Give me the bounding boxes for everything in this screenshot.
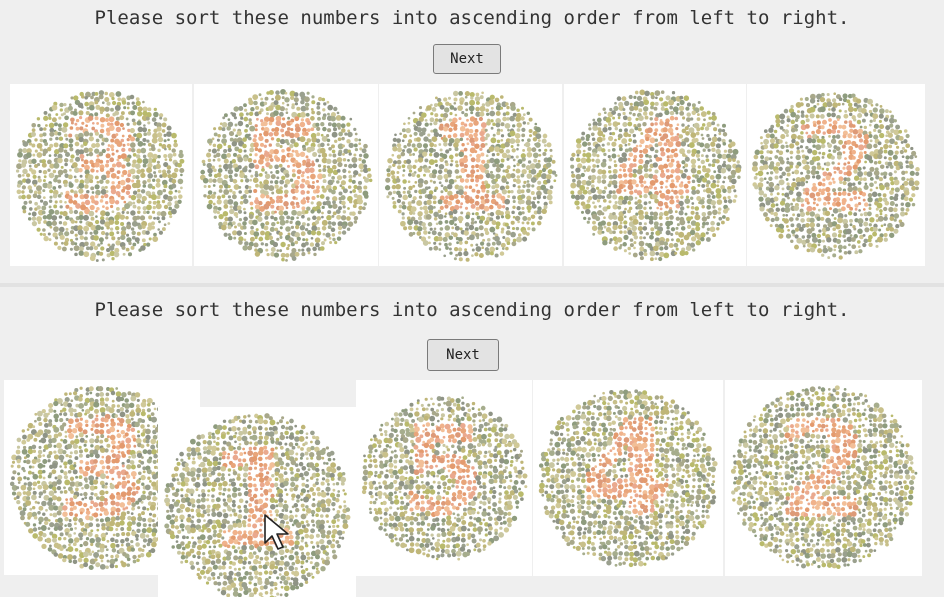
ishihara-plate-icon: [199, 88, 373, 262]
plate-tile[interactable]: [356, 380, 532, 576]
panel-divider: [0, 283, 944, 287]
plate-tile[interactable]: [725, 380, 922, 576]
plate-tile[interactable]: [564, 84, 746, 266]
plate-tile[interactable]: [194, 84, 378, 266]
plate-tile[interactable]: [379, 84, 562, 266]
ishihara-plate-icon: [751, 92, 920, 260]
instruction-text: Please sort these numbers into ascending…: [94, 7, 850, 29]
bottom-panel: Please sort these numbers into ascending…: [0, 287, 944, 597]
ishihara-plate-icon: [361, 396, 528, 561]
next-button[interactable]: Next: [433, 44, 501, 74]
instruction-text: Please sort these numbers into ascending…: [94, 299, 850, 321]
dragged-plate-tile[interactable]: [158, 407, 356, 597]
ishihara-plate-icon: [569, 89, 742, 262]
ishihara-plate-icon: [384, 90, 558, 262]
plate-tile[interactable]: [747, 84, 925, 266]
ishihara-plate-icon: [730, 385, 918, 570]
arrow-cursor-icon: [264, 514, 289, 550]
next-button[interactable]: Next: [427, 339, 499, 371]
plate-tile[interactable]: [533, 380, 723, 576]
ishihara-plate-icon: [164, 413, 351, 597]
ishihara-plate-icon: [15, 90, 185, 262]
top-panel: Please sort these numbers into ascending…: [0, 0, 944, 283]
plate-tile[interactable]: [10, 84, 192, 266]
ishihara-plate-icon: [538, 389, 718, 568]
